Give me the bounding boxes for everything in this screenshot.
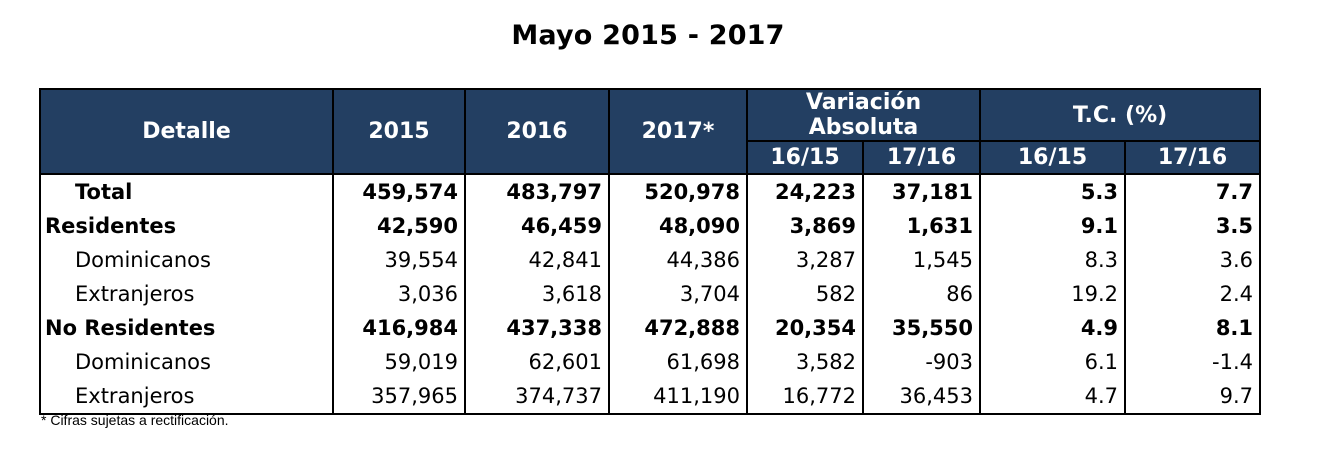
cell-va-16-15: 20,354 — [746, 311, 864, 345]
cell-tc-17-16: 9.7 — [1124, 379, 1262, 415]
row-label: Extranjeros — [39, 277, 334, 311]
cell-va-17-16: 86 — [861, 277, 982, 311]
header-tc: T.C. (%) — [979, 88, 1262, 142]
cell-2016: 46,459 — [464, 209, 610, 243]
cell-2015: 39,554 — [332, 243, 466, 277]
table-row-total: Total 459,574 483,797 520,978 24,223 37,… — [39, 174, 1262, 209]
cell-2017: 61,698 — [608, 345, 748, 379]
cell-2016: 374,737 — [464, 379, 610, 415]
cell-2017: 520,978 — [608, 174, 748, 209]
row-label: No Residentes — [39, 311, 334, 345]
cell-2017: 48,090 — [608, 209, 748, 243]
cell-2017: 44,386 — [608, 243, 748, 277]
table-row-no-residentes-extranjeros: Extranjeros 357,965 374,737 411,190 16,7… — [39, 379, 1262, 415]
table-row-residentes: Residentes 42,590 46,459 48,090 3,869 1,… — [39, 209, 1262, 243]
table-row-no-residentes-dominicanos: Dominicanos 59,019 62,601 61,698 3,582 -… — [39, 345, 1262, 379]
cell-tc-16-15: 5.3 — [979, 174, 1127, 209]
row-label: Extranjeros — [39, 379, 334, 415]
cell-va-17-16: 37,181 — [861, 174, 982, 209]
header-2015: 2015 — [332, 88, 466, 175]
cell-va-17-16: 36,453 — [861, 379, 982, 415]
cell-va-16-15: 582 — [746, 277, 864, 311]
cell-tc-17-16: 7.7 — [1124, 174, 1262, 209]
header-detalle: Detalle — [39, 88, 334, 175]
header-2017: 2017* — [608, 88, 748, 175]
cell-va-16-15: 3,869 — [746, 209, 864, 243]
cell-tc-16-15: 9.1 — [979, 209, 1127, 243]
row-label: Residentes — [39, 209, 334, 243]
cell-tc-16-15: 8.3 — [979, 243, 1127, 277]
row-label: Dominicanos — [39, 345, 334, 379]
cell-2016: 3,618 — [464, 277, 610, 311]
cell-va-17-16: -903 — [861, 345, 982, 379]
cell-tc-17-16: -1.4 — [1124, 345, 1262, 379]
subheader-tc-17-16: 17/16 — [1124, 140, 1262, 175]
cell-2015: 459,574 — [332, 174, 466, 209]
row-label: Total — [39, 174, 334, 209]
cell-tc-16-15: 6.1 — [979, 345, 1127, 379]
cell-2016: 437,338 — [464, 311, 610, 345]
cell-tc-16-15: 19.2 — [979, 277, 1127, 311]
cell-va-17-16: 35,550 — [861, 311, 982, 345]
header-2016: 2016 — [464, 88, 610, 175]
page-title: Mayo 2015 - 2017 — [511, 20, 785, 51]
header-variacion-absoluta: Variación Absoluta — [745, 88, 982, 142]
data-table: Detalle 2015 2016 2017* Variación Absolu… — [39, 88, 1262, 415]
cell-tc-17-16: 2.4 — [1124, 277, 1262, 311]
subheader-va-17-16: 17/16 — [861, 140, 982, 175]
cell-2015: 3,036 — [332, 277, 466, 311]
cell-2017: 3,704 — [608, 277, 748, 311]
table-row-residentes-dominicanos: Dominicanos 39,554 42,841 44,386 3,287 1… — [39, 243, 1262, 277]
cell-2016: 42,841 — [464, 243, 610, 277]
cell-2017: 411,190 — [608, 379, 748, 415]
subheader-va-16-15: 16/15 — [746, 140, 864, 175]
cell-2015: 416,984 — [332, 311, 466, 345]
subheader-tc-16-15: 16/15 — [979, 140, 1127, 175]
cell-2015: 59,019 — [332, 345, 466, 379]
cell-tc-16-15: 4.9 — [979, 311, 1127, 345]
table-row-no-residentes: No Residentes 416,984 437,338 472,888 20… — [39, 311, 1262, 345]
cell-tc-17-16: 3.5 — [1124, 209, 1262, 243]
table-row-residentes-extranjeros: Extranjeros 3,036 3,618 3,704 582 86 19.… — [39, 277, 1262, 311]
footnote: * Cifras sujetas a rectificación. — [41, 412, 229, 428]
cell-2015: 357,965 — [332, 379, 466, 415]
cell-va-17-16: 1,545 — [861, 243, 982, 277]
cell-2016: 62,601 — [464, 345, 610, 379]
cell-va-16-15: 24,223 — [746, 174, 864, 209]
row-label: Dominicanos — [39, 243, 334, 277]
cell-va-17-16: 1,631 — [861, 209, 982, 243]
cell-tc-17-16: 3.6 — [1124, 243, 1262, 277]
cell-2015: 42,590 — [332, 209, 466, 243]
cell-va-16-15: 3,287 — [746, 243, 864, 277]
cell-va-16-15: 3,582 — [746, 345, 864, 379]
cell-tc-16-15: 4.7 — [979, 379, 1127, 415]
cell-2017: 472,888 — [608, 311, 748, 345]
cell-2016: 483,797 — [464, 174, 610, 209]
cell-tc-17-16: 8.1 — [1124, 311, 1262, 345]
cell-va-16-15: 16,772 — [746, 379, 864, 415]
